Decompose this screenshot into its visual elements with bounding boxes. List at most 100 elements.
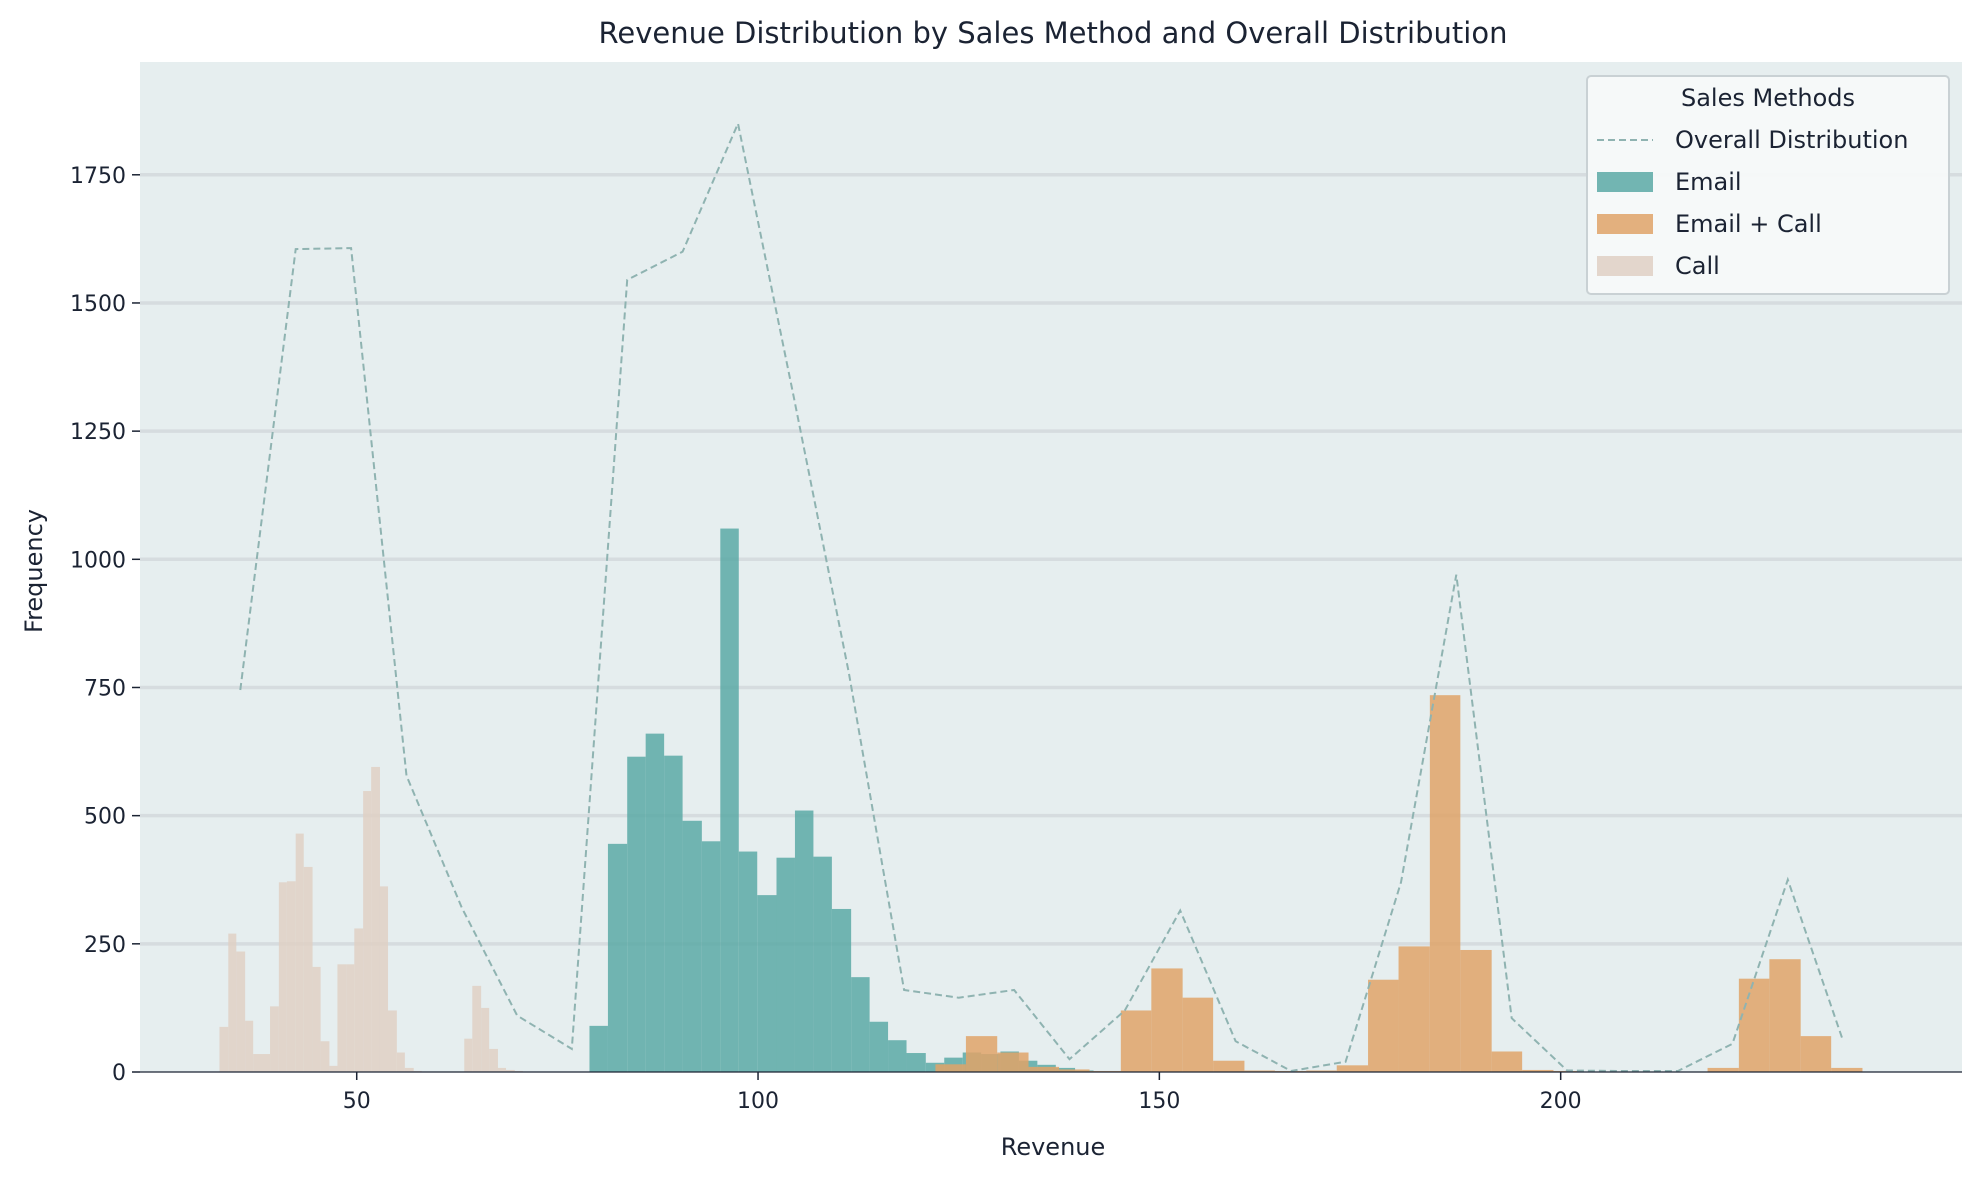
bar-email-call-9	[1213, 1060, 1245, 1072]
bar-email-call-25	[1707, 1067, 1739, 1072]
bar-email-call-4	[1059, 1069, 1090, 1072]
bar-email-call-1	[965, 1036, 998, 1072]
y-axis-ticks: 0 250 500 750 1000 1250 1500 1750	[70, 164, 140, 1086]
y-tick-label-250: 250	[84, 933, 126, 958]
bar-call-2	[236, 951, 246, 1072]
histogram-bars	[219, 528, 1863, 1072]
bar-email-15	[869, 1021, 889, 1072]
line-overall-distribution	[239, 120, 1845, 1073]
bar-email-call-19	[1522, 1069, 1554, 1072]
y-tick-label-500: 500	[84, 805, 126, 830]
bar-email-11	[794, 810, 814, 1072]
legend-swatch-email-call	[1597, 214, 1653, 234]
bar-email-call-10	[1244, 1070, 1275, 1072]
bar-call-6	[270, 1006, 279, 1072]
bar-email-call-29	[1831, 1067, 1863, 1072]
bar-email-9	[757, 895, 777, 1072]
bar-call-31	[481, 1007, 490, 1072]
y-tick-label-750: 750	[84, 676, 126, 701]
bar-email-8	[738, 851, 758, 1072]
bar-call-4	[253, 1054, 263, 1072]
series-email-call	[935, 695, 1863, 1072]
legend-label-call: Call	[1675, 252, 1720, 280]
bar-email-call-8	[1182, 997, 1214, 1072]
bar-email-3	[645, 733, 665, 1072]
legend-item-call: Call	[1597, 252, 1720, 280]
legend-label-email-call: Email + Call	[1675, 210, 1822, 238]
bar-email-14	[851, 977, 870, 1072]
x-tick-label-100: 100	[737, 1089, 779, 1114]
bar-call-16	[354, 928, 364, 1072]
bar-email-call-12	[1306, 1070, 1337, 1072]
legend-item-overall-distribution: Overall Distribution	[1597, 126, 1908, 154]
bar-email-2	[627, 756, 646, 1072]
legend: Sales Methods Overall Distribution Email Em…	[1586, 75, 1950, 295]
bar-call-33	[497, 1067, 507, 1072]
bar-email-10	[776, 857, 795, 1072]
overall-distribution-layer	[239, 120, 1845, 1073]
x-tick-label-200: 200	[1540, 1089, 1582, 1114]
bar-call-10	[303, 866, 313, 1072]
bar-email-call-16	[1429, 695, 1461, 1072]
bar-email-17	[906, 1053, 926, 1072]
series-email	[589, 528, 1094, 1072]
legend-item-email-call: Email + Call	[1597, 210, 1822, 238]
bar-email-12	[813, 856, 832, 1072]
bar-call-7	[278, 882, 287, 1072]
bar-email-call-15	[1398, 946, 1430, 1072]
bar-call-34	[506, 1069, 515, 1072]
bar-email-6	[701, 841, 721, 1072]
legend-item-email: Email	[1597, 168, 1742, 196]
bar-call-22	[404, 1067, 414, 1072]
bar-email-call-6	[1120, 1010, 1152, 1072]
chart-title: Revenue Distribution by Sales Method and…	[599, 16, 1508, 50]
bar-call-12	[320, 1041, 330, 1072]
bar-call-15	[346, 964, 355, 1072]
bar-email-call-14	[1368, 979, 1399, 1072]
legend-label-overall-distribution: Overall Distribution	[1675, 126, 1908, 154]
bar-email-call-28	[1800, 1036, 1832, 1072]
bar-email-call-13	[1336, 1065, 1369, 1072]
bar-call-19	[379, 886, 389, 1072]
legend-label-email: Email	[1675, 168, 1742, 196]
bar-call-17	[363, 791, 372, 1072]
bar-call-8	[286, 881, 296, 1072]
legend-swatch-email	[1597, 172, 1653, 192]
bar-email-5	[682, 820, 702, 1072]
bar-call-11	[312, 966, 321, 1072]
bar-email-16	[888, 1040, 907, 1072]
bar-call-1	[228, 933, 237, 1072]
bar-email-0	[589, 1025, 608, 1072]
x-tick-label-50: 50	[343, 1089, 371, 1114]
bar-call-20	[388, 1010, 397, 1072]
x-axis-ticks: 50 100 150 200	[343, 1072, 1582, 1114]
y-tick-label-1750: 1750	[70, 164, 126, 189]
series-call	[219, 766, 523, 1072]
bar-email-call-18	[1491, 1051, 1523, 1072]
bar-email-18	[925, 1062, 945, 1072]
bar-call-9	[295, 833, 304, 1072]
bar-call-5	[262, 1054, 271, 1072]
bar-call-0	[219, 1026, 229, 1072]
bar-email-1	[607, 843, 628, 1072]
y-tick-label-0: 0	[112, 1061, 126, 1086]
bar-call-29	[464, 1038, 473, 1072]
bar-email-call-26	[1738, 978, 1770, 1072]
bar-email-13	[831, 908, 852, 1072]
bar-email-call-2	[997, 1052, 1029, 1072]
bar-email-call-0	[935, 1064, 966, 1072]
bar-email-call-7	[1151, 968, 1183, 1072]
bar-call-13	[329, 1065, 338, 1072]
bar-call-32	[489, 1048, 498, 1072]
y-tick-label-1250: 1250	[70, 420, 126, 445]
x-tick-label-150: 150	[1138, 1089, 1180, 1114]
legend-title: Sales Methods	[1681, 84, 1855, 112]
y-axis-title: Frequency	[20, 509, 48, 633]
bar-email-call-3	[1028, 1066, 1060, 1072]
bar-call-18	[371, 766, 380, 1072]
bar-email-7	[720, 528, 739, 1072]
x-axis-title: Revenue	[1001, 1133, 1106, 1161]
y-tick-label-1000: 1000	[70, 548, 126, 573]
